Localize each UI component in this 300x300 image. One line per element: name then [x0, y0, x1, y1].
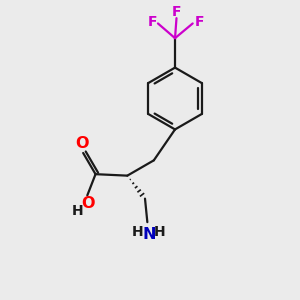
Text: O: O: [81, 196, 94, 211]
Text: H: H: [154, 226, 166, 239]
Text: F: F: [147, 15, 157, 29]
Text: O: O: [75, 136, 88, 151]
Text: F: F: [194, 15, 204, 29]
Text: H: H: [72, 204, 84, 218]
Text: F: F: [172, 5, 181, 19]
Text: N: N: [142, 227, 156, 242]
Text: H: H: [132, 226, 144, 239]
